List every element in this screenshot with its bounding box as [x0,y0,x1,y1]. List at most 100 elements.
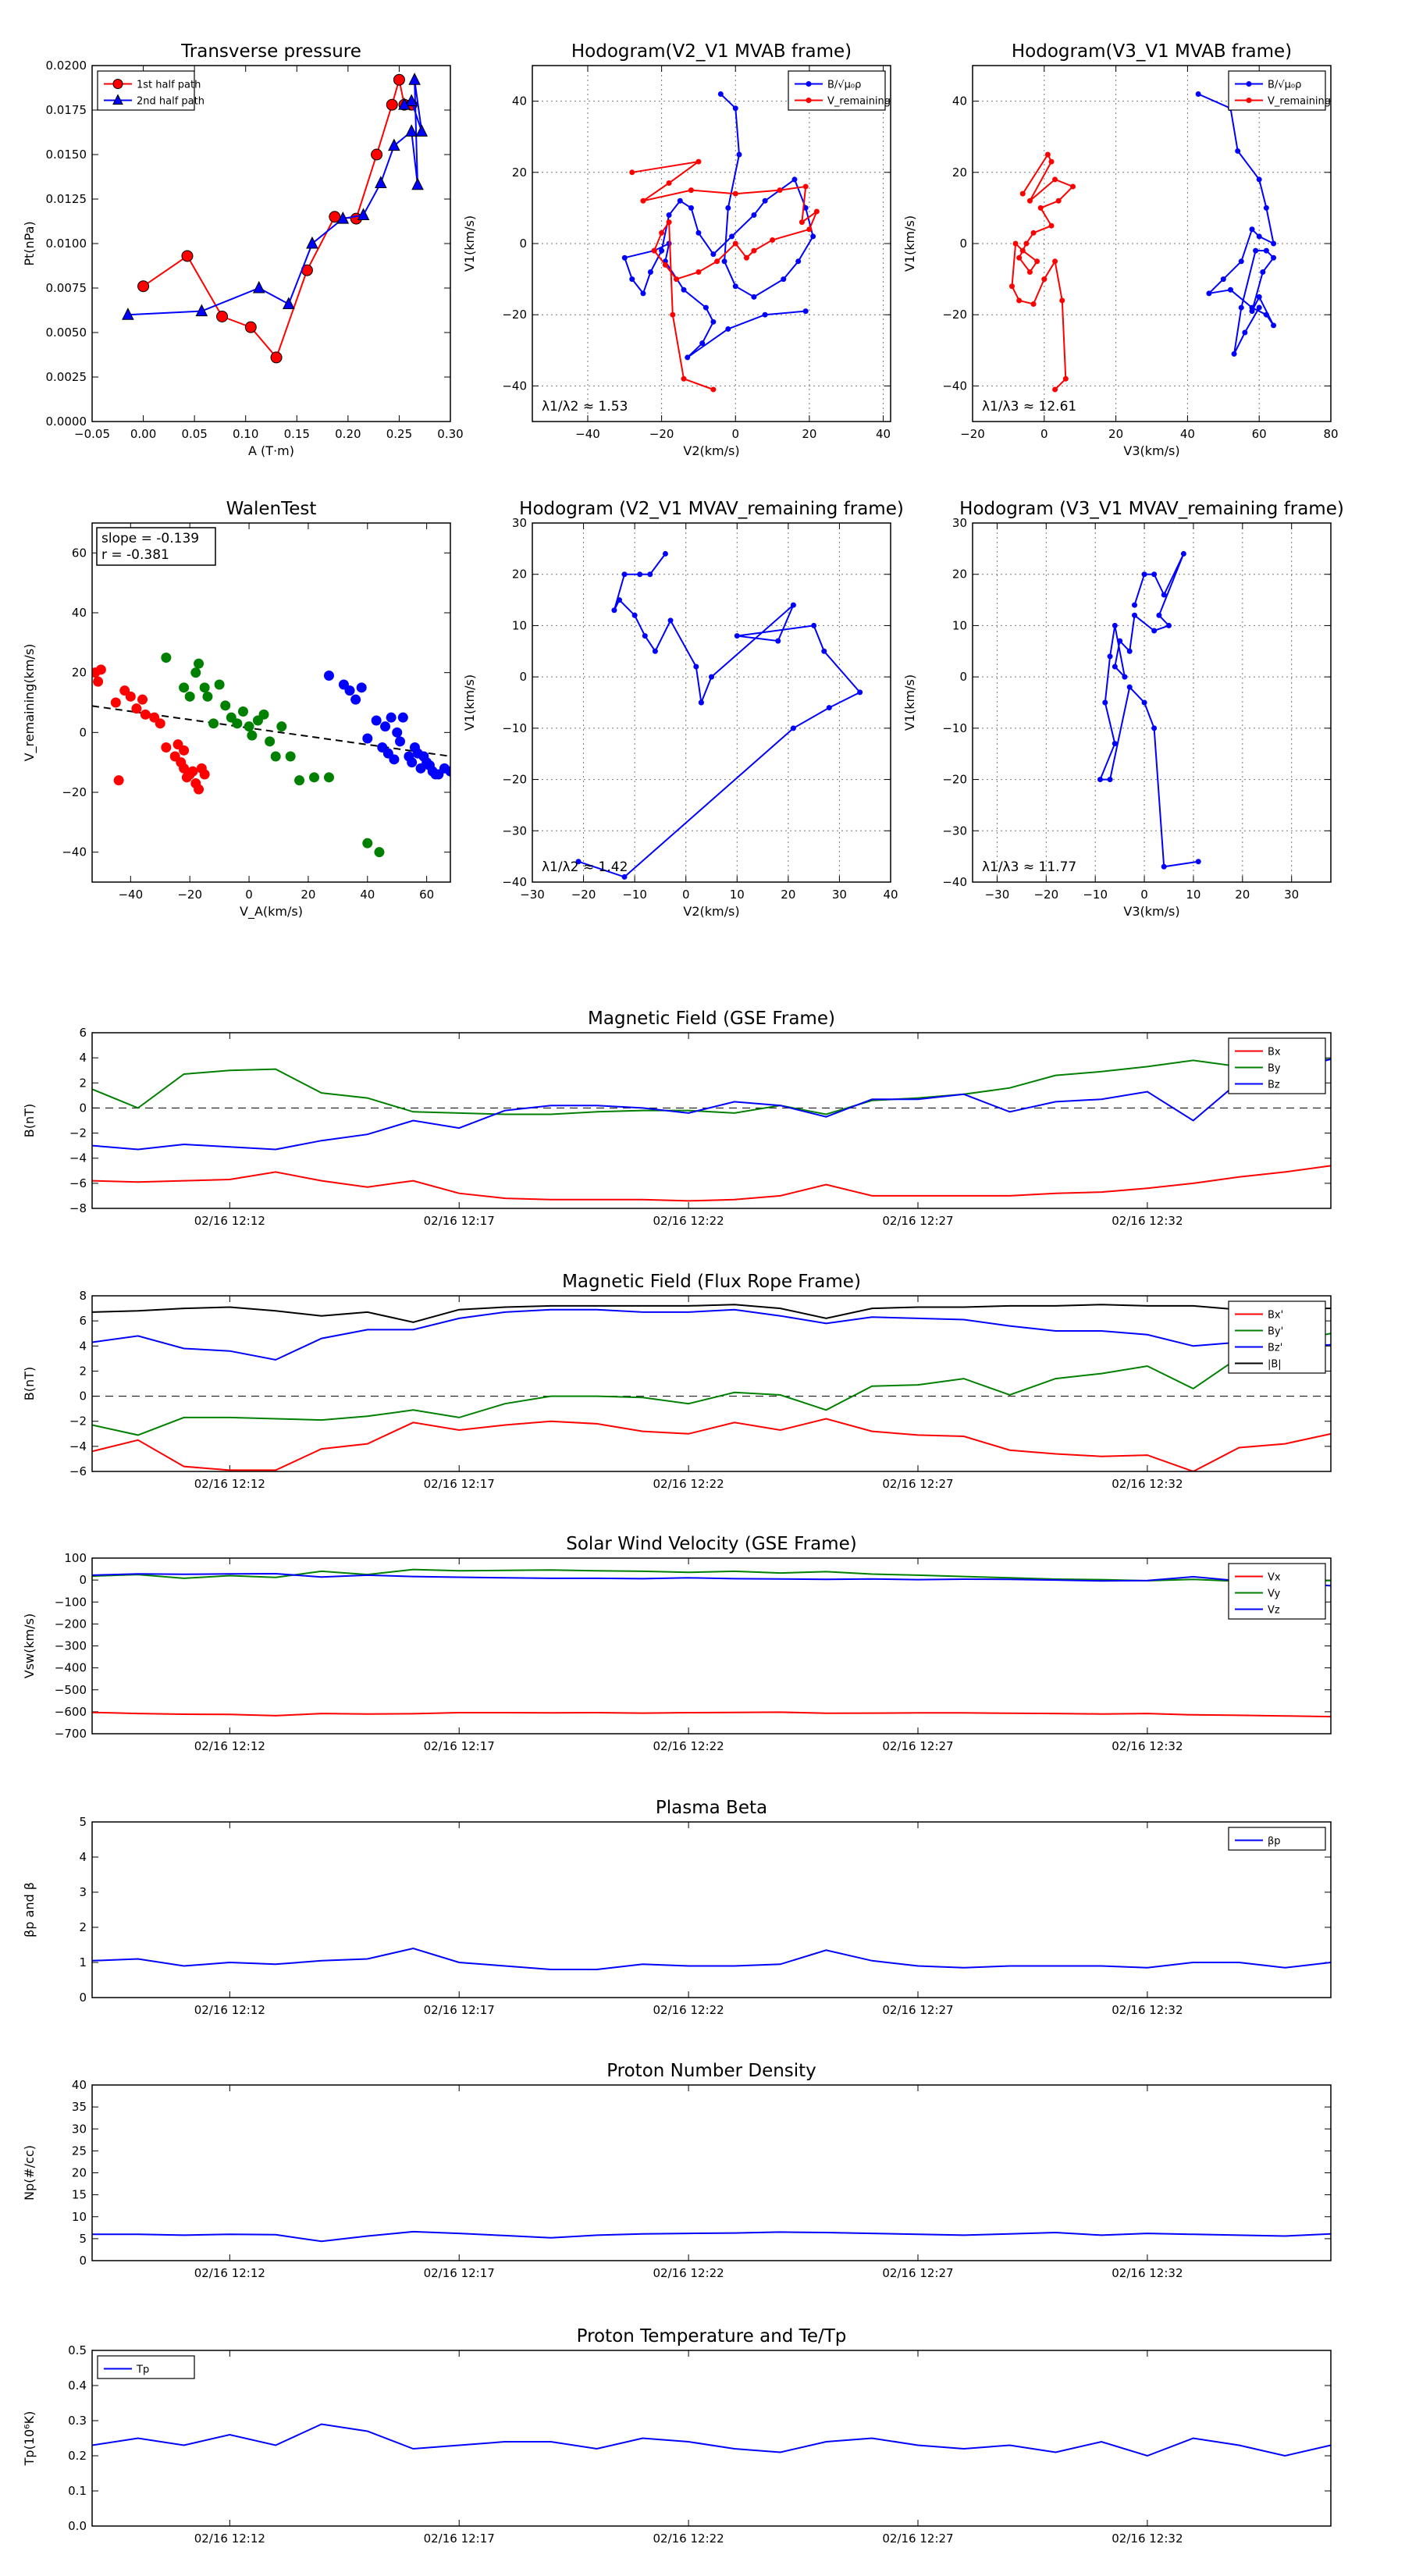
data-point [137,280,150,293]
x-tick-label: 02/16 12:27 [882,2266,953,2280]
data-point [282,297,295,310]
y-tick-label: 5 [79,2232,87,2246]
legend-label: B/√μ₀ρ [827,80,861,91]
data-point [1256,233,1262,240]
series-bx [92,1165,1331,1202]
data-point [640,290,646,297]
x-tick-label: 02/16 12:22 [653,1739,724,1753]
data-point [629,169,635,176]
plot-area [92,1947,1331,1970]
legend-label: V_remaining [827,96,891,108]
legend-label: |B| [1268,1359,1282,1371]
data-point [181,250,194,262]
data-point [344,685,355,696]
y-tick-label: 0.0200 [46,59,87,73]
series-line [92,1165,1331,1202]
data-point [1044,151,1051,158]
series-0 [575,550,863,880]
data-point [1034,258,1040,265]
y-tick-label: 40 [512,94,527,109]
data-point [190,667,201,678]
legend-label: βp [1268,1836,1281,1848]
series-line [92,1058,1331,1151]
data-point [1059,297,1065,304]
y-tick-label: 0.1 [68,2484,87,2498]
data-point [1126,684,1133,690]
data-point [110,697,121,708]
y-tick-label: −40 [62,845,87,859]
legend-label: Vy [1268,1589,1281,1600]
series-bz [92,1058,1331,1151]
y-axis-label: V1(km/s) [462,674,477,731]
data-point [802,183,809,190]
x-tick-label: 0.10 [233,427,258,441]
x-tick-label: 02/16 12:32 [1112,2003,1183,2017]
chart-title: Transverse pressure [180,41,361,62]
data-point [790,602,796,608]
data-point [1156,612,1162,618]
y-tick-label: 0.0075 [46,281,87,295]
plot-area [122,73,429,364]
y-tick-label: 0.0175 [46,103,87,117]
legend-box [1228,1827,1326,1851]
plot-area [92,2230,1331,2243]
data-point [1055,197,1062,204]
data-point [285,751,296,762]
x-tick-label: 02/16 12:22 [653,1214,724,1228]
y-tick-label: 40 [72,2078,87,2092]
data-point [732,105,738,112]
series-line [92,1418,1331,1471]
data-point [380,721,391,732]
data-point [651,247,657,254]
legend-box [97,2355,195,2379]
data-point [725,205,731,211]
x-tick-label: 02/16 12:12 [194,1477,265,1491]
legend-label: By' [1268,1326,1283,1338]
data-point [445,766,450,777]
series-line [92,1058,1331,1115]
y-tick-label: −6 [69,1176,87,1190]
data-point [1141,699,1147,706]
x-tick-label: −20 [960,427,985,441]
data-point [629,276,635,283]
y-tick-label: 30 [512,516,527,530]
axes-frame [972,65,1332,422]
data-point [386,712,397,723]
y-tick-label: 6 [79,1026,87,1040]
data-point [775,638,781,644]
series-line [92,1308,1331,1361]
data-point [666,212,672,219]
data-point [688,187,694,194]
legend-label: 2nd half path [137,96,205,108]
data-point [371,148,383,161]
data-point [1131,612,1137,618]
data-point [1271,254,1277,261]
data-point [1016,254,1023,261]
data-point [662,550,668,557]
data-point [667,617,674,624]
x-tick-label: 02/16 12:32 [1112,1214,1183,1228]
x-tick-label: 02/16 12:27 [882,2532,953,2546]
data-point [1131,602,1137,608]
x-tick-label: 60 [419,888,434,902]
series-by- [92,1332,1331,1436]
data-point [375,176,387,188]
data-point [1023,240,1030,247]
y-tick-label: 0.5 [68,2343,87,2357]
y-tick-label: −200 [55,1617,87,1631]
series-line [92,1304,1331,1323]
data-point [214,679,225,690]
data-point [407,757,418,768]
x-tick-label: 02/16 12:22 [653,2266,724,2280]
series-line [1011,152,1075,390]
data-point [1048,222,1055,229]
data-point [1019,247,1026,254]
data-point [393,73,405,86]
y-axis-label: βp and β [22,1882,37,1937]
y-tick-label: 60 [72,546,87,560]
y-tick-label: −500 [55,1683,87,1697]
y-tick-label: 35 [72,2100,87,2114]
legend-label: Bz' [1268,1343,1282,1354]
x-tick-label: 0.05 [181,427,207,441]
data-point [392,727,403,738]
